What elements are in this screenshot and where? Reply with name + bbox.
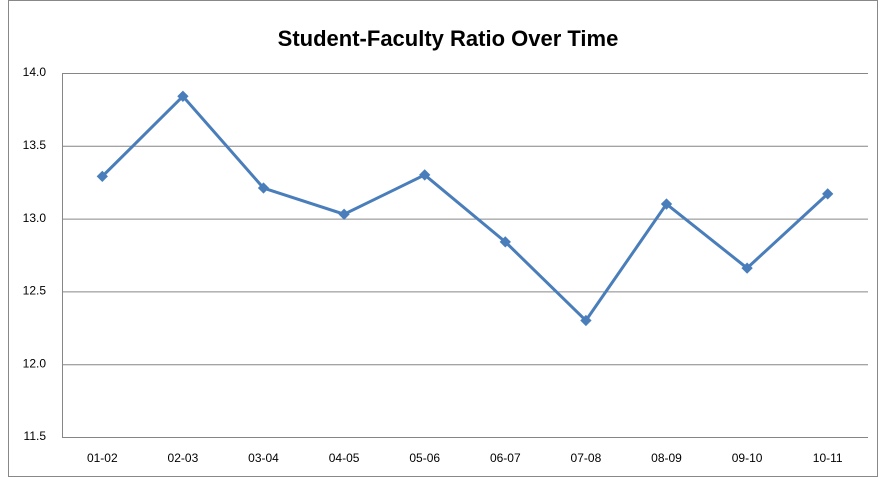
x-tick-label: 07-08: [571, 451, 602, 465]
data-marker: [580, 314, 592, 327]
x-tick-label: 06-07: [490, 451, 521, 465]
y-tick-label: 13.5: [23, 138, 47, 152]
chart-border: [8, 0, 878, 477]
data-marker: [822, 188, 834, 200]
x-tick-label: 01-02: [87, 451, 118, 465]
x-tick-label: 09-10: [732, 451, 763, 465]
chart-title: Student-Faculty Ratio Over Time: [278, 26, 619, 51]
x-tick-label: 03-04: [248, 451, 279, 465]
data-marker: [741, 262, 753, 274]
x-tick-label: 10-11: [813, 451, 843, 465]
data-marker: [499, 236, 511, 248]
x-tick-label: 08-09: [651, 451, 682, 465]
x-tick-label: 04-05: [329, 451, 360, 465]
data-marker: [338, 208, 350, 220]
data-marker: [257, 182, 270, 194]
data-marker: [660, 198, 673, 210]
data-marker: [419, 169, 431, 181]
y-tick-label: 13.0: [23, 211, 47, 225]
x-tick-label: 05-06: [409, 451, 440, 465]
y-tick-label: 11.5: [24, 429, 47, 443]
x-tick-label: 02-03: [168, 451, 199, 465]
y-tick-label: 12.0: [23, 356, 47, 370]
data-line: [101, 94, 829, 323]
y-tick-label: 12.5: [23, 284, 47, 298]
y-tick-label: 14.0: [23, 65, 47, 79]
